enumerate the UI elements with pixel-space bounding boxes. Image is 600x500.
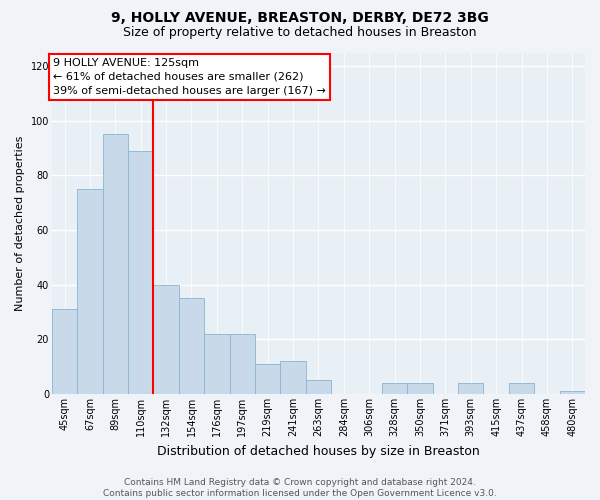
Bar [230, 334, 255, 394]
Bar [77, 189, 103, 394]
Bar [179, 298, 204, 394]
Bar [204, 334, 230, 394]
Bar [128, 151, 154, 394]
Bar [154, 285, 179, 394]
Y-axis label: Number of detached properties: Number of detached properties [15, 136, 25, 311]
Bar [382, 383, 407, 394]
Bar [306, 380, 331, 394]
Bar [560, 392, 585, 394]
Text: Size of property relative to detached houses in Breaston: Size of property relative to detached ho… [123, 26, 477, 39]
Bar [103, 134, 128, 394]
X-axis label: Distribution of detached houses by size in Breaston: Distribution of detached houses by size … [157, 444, 480, 458]
Text: 9, HOLLY AVENUE, BREASTON, DERBY, DE72 3BG: 9, HOLLY AVENUE, BREASTON, DERBY, DE72 3… [111, 11, 489, 25]
Bar [407, 383, 433, 394]
Bar [509, 383, 534, 394]
Bar [255, 364, 280, 394]
Text: 9 HOLLY AVENUE: 125sqm
← 61% of detached houses are smaller (262)
39% of semi-de: 9 HOLLY AVENUE: 125sqm ← 61% of detached… [53, 58, 326, 96]
Text: Contains HM Land Registry data © Crown copyright and database right 2024.
Contai: Contains HM Land Registry data © Crown c… [103, 478, 497, 498]
Bar [458, 383, 484, 394]
Bar [52, 310, 77, 394]
Bar [280, 362, 306, 394]
